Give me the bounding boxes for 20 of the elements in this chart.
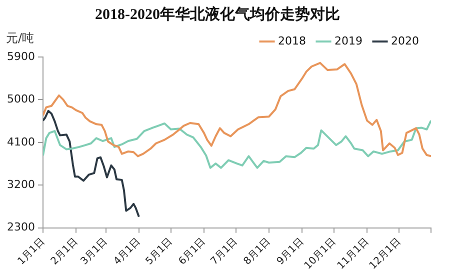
x-tick-label: 7月1日 [208,236,240,268]
x-tick-label: 6月1日 [176,236,208,268]
x-tick-label: 12月1日 [368,236,403,272]
x-tick-label: 1月1日 [16,236,47,268]
x-tick-label: 5月1日 [144,236,175,268]
y-tick-label: 4100 [6,135,35,148]
legend-label: 2020 [391,34,420,48]
legend-label: 2019 [334,34,363,48]
y-tick-label: 5000 [6,92,35,106]
y-tick-label: 3200 [6,178,35,192]
x-tick-label: 3月1日 [78,236,110,268]
x-tick-label: 8月1日 [242,236,273,268]
legend-label: 2018 [278,34,306,48]
x-tick-label: 10月1日 [302,236,338,272]
chart-title: 2018-2020年华北液化气均价走势对比 [95,4,340,23]
y-tick-label: 5900 [6,50,35,63]
x-tick-label: 4月1日 [112,236,143,268]
y-axis-title: 元/吨 [6,30,34,47]
y-tick-label: 2300 [6,220,35,234]
x-tick-label: 2月1日 [49,236,80,268]
